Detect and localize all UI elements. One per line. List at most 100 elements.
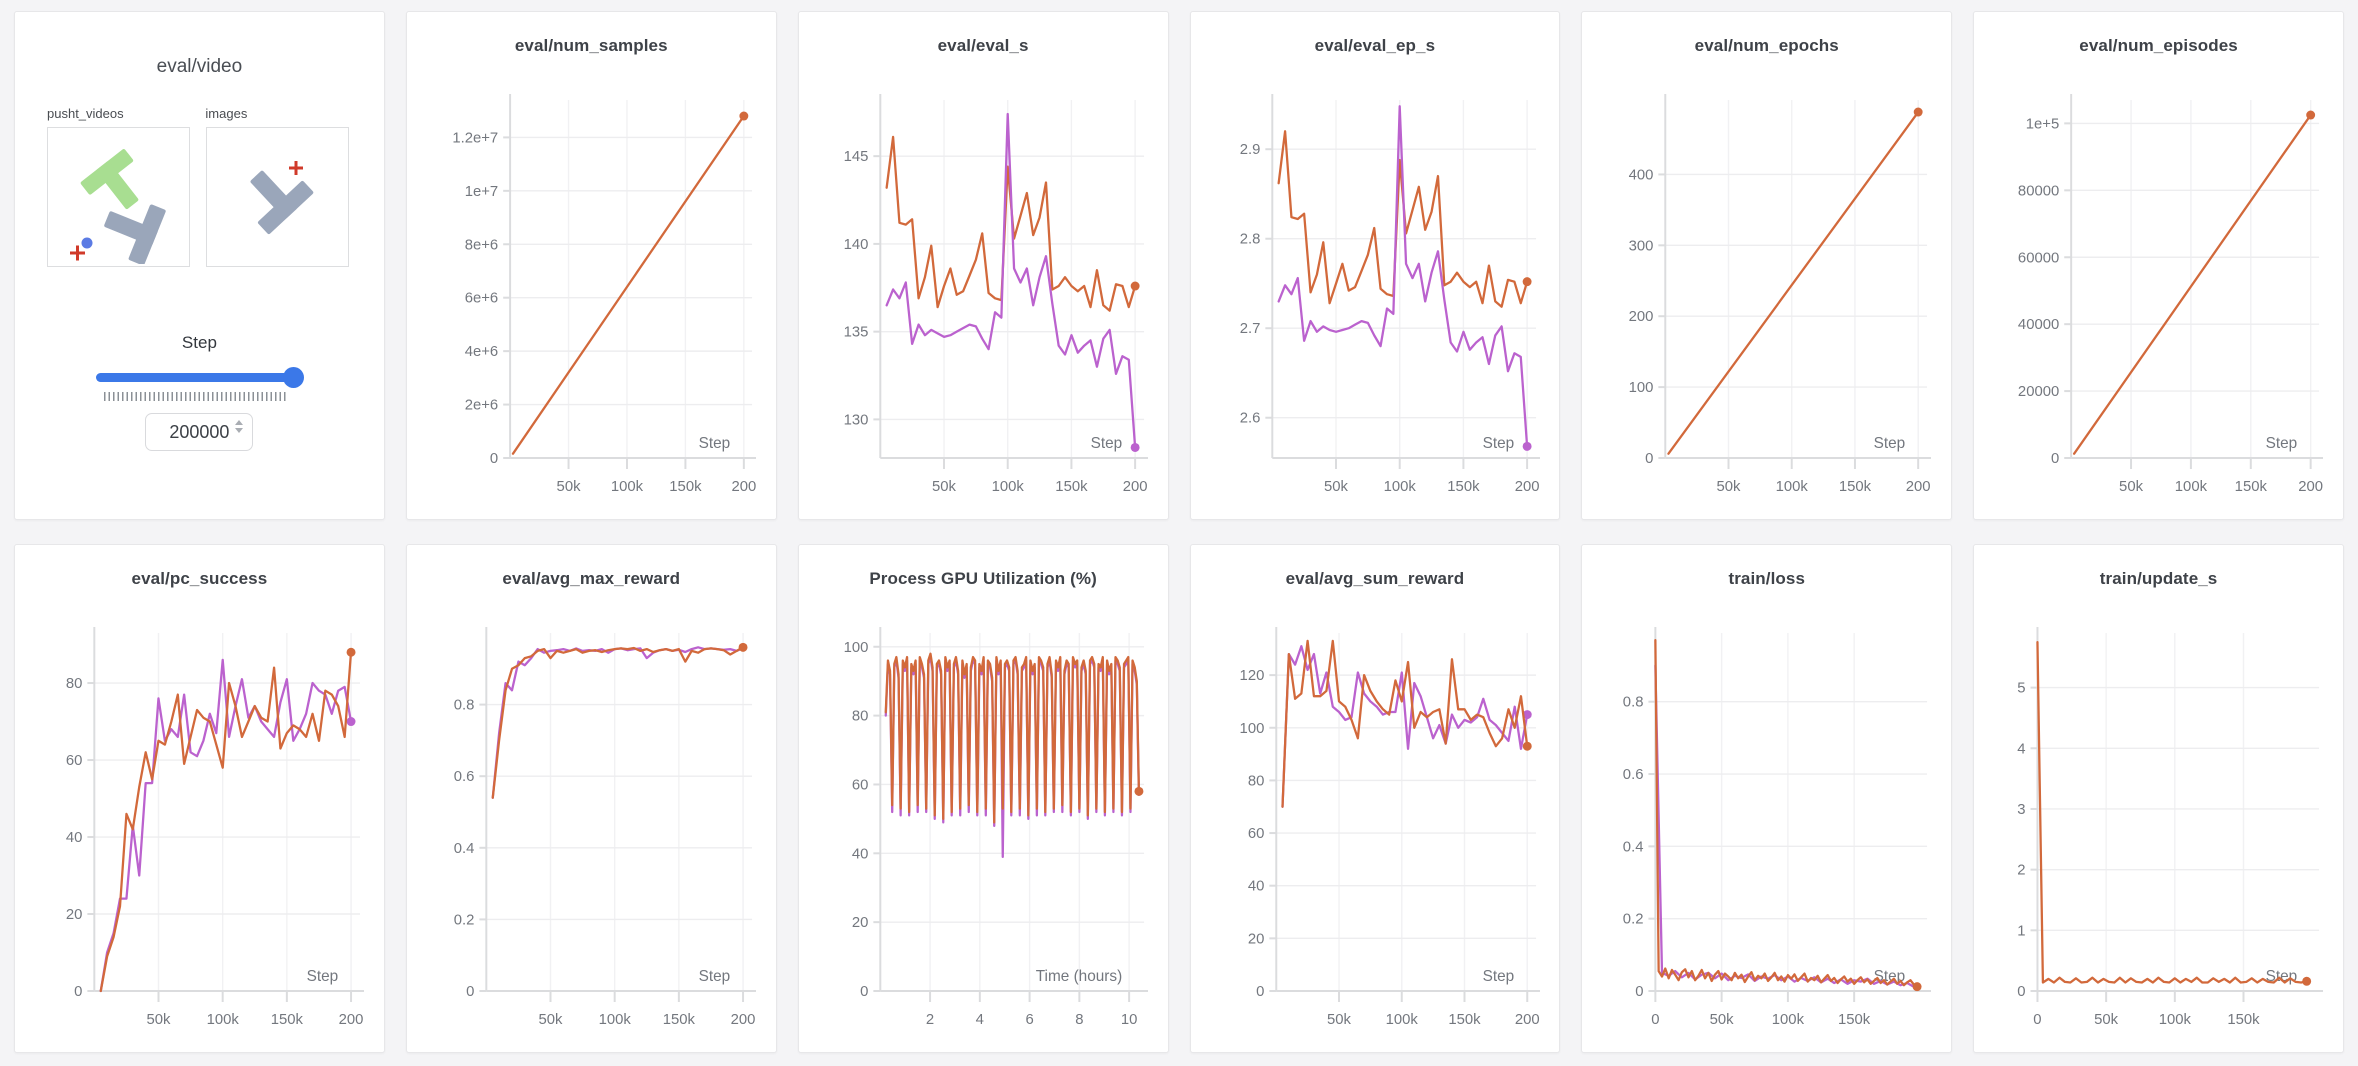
svg-text:150k: 150k xyxy=(663,1011,696,1028)
svg-text:4e+6: 4e+6 xyxy=(465,343,498,360)
svg-text:300: 300 xyxy=(1629,237,1654,254)
svg-text:100k: 100k xyxy=(611,478,644,495)
svg-text:200: 200 xyxy=(2298,478,2323,495)
target-cross-icon xyxy=(70,245,85,261)
svg-text:0.4: 0.4 xyxy=(454,840,475,857)
svg-text:100: 100 xyxy=(1629,379,1654,396)
video-thumbnail-pusht[interactable] xyxy=(47,127,190,267)
panel-eval-eval-s: eval/eval_s 130 135 140 145 50k 100k 150k 200 St… xyxy=(797,11,1169,520)
svg-text:Step: Step xyxy=(1090,435,1122,452)
panel-eval-num-epochs: eval/num_epochs 0 100 200 300 400 50k 100k 150k… xyxy=(1581,11,1953,520)
svg-text:50k: 50k xyxy=(1324,478,1348,495)
svg-text:Step: Step xyxy=(1482,435,1514,452)
svg-text:100k: 100k xyxy=(2175,478,2208,495)
chart-canvas-eval-num-episodes[interactable]: 0 20000 40000 60000 80000 1e+5 50k 100k 150k 200 S… xyxy=(1974,74,2343,506)
svg-text:40: 40 xyxy=(66,829,83,846)
svg-text:0: 0 xyxy=(1256,983,1264,1000)
svg-text:100k: 100k xyxy=(1776,478,1809,495)
svg-text:60: 60 xyxy=(852,776,869,793)
svg-text:130: 130 xyxy=(843,411,868,428)
chart-title: eval/pc_success xyxy=(131,569,268,588)
svg-text:80: 80 xyxy=(1247,772,1264,789)
stepper-down-button[interactable] xyxy=(235,428,244,433)
svg-text:20000: 20000 xyxy=(2018,383,2059,400)
svg-text:0: 0 xyxy=(74,983,82,1000)
image-thumbnail[interactable] xyxy=(206,127,349,267)
svg-text:2.8: 2.8 xyxy=(1239,231,1260,248)
svg-text:150k: 150k xyxy=(1447,478,1480,495)
step-input[interactable] xyxy=(162,420,237,444)
svg-text:150k: 150k xyxy=(2228,1011,2261,1028)
slider-handle[interactable] xyxy=(283,367,305,388)
svg-text:100k: 100k xyxy=(2159,1011,2192,1028)
svg-text:6e+6: 6e+6 xyxy=(465,290,498,307)
svg-text:2.7: 2.7 xyxy=(1239,320,1260,337)
stepper-up-button[interactable] xyxy=(235,420,244,425)
green-t-shape xyxy=(80,149,139,210)
panel-eval-pc-success: eval/pc_success 0 20 40 60 80 50k 100k 150k 200 S… xyxy=(14,544,385,1053)
chart-canvas-eval-eval-s[interactable]: 130 135 140 145 50k 100k 150k 200 Step xyxy=(799,74,1168,506)
step-stepper xyxy=(235,420,244,433)
svg-text:50k: 50k xyxy=(932,478,956,495)
step-input-box xyxy=(145,413,254,451)
thumb-label-images: images xyxy=(205,106,248,121)
svg-text:0.2: 0.2 xyxy=(1623,911,1644,928)
slider-track[interactable] xyxy=(96,373,303,382)
svg-text:2: 2 xyxy=(926,1011,934,1028)
svg-text:150k: 150k xyxy=(1838,1011,1871,1028)
svg-text:20: 20 xyxy=(852,914,869,931)
svg-text:2: 2 xyxy=(2017,862,2025,879)
svg-text:4: 4 xyxy=(975,1011,983,1028)
svg-text:40000: 40000 xyxy=(2018,316,2059,333)
chart-canvas-eval-eval-ep-s[interactable]: 2.6 2.7 2.8 2.9 50k 100k 150k 200 Step xyxy=(1191,74,1560,506)
svg-text:80: 80 xyxy=(66,675,83,692)
svg-text:0.8: 0.8 xyxy=(1623,694,1644,711)
svg-text:0: 0 xyxy=(1652,1011,1660,1028)
chart-canvas-eval-avg-max-reward[interactable]: 0 0.2 0.4 0.6 0.8 50k 100k 150k 200 Step xyxy=(407,607,776,1039)
svg-text:150k: 150k xyxy=(2235,478,2268,495)
svg-text:100k: 100k xyxy=(1385,1011,1418,1028)
svg-text:200: 200 xyxy=(731,478,756,495)
svg-text:4: 4 xyxy=(2017,740,2025,757)
step-slider[interactable] xyxy=(96,367,305,401)
svg-text:0.6: 0.6 xyxy=(454,768,475,785)
panel-process-gpu-utilization: Process GPU Utilization (%) 0 20 40 60 80 100… xyxy=(797,544,1169,1053)
target-cross-icon xyxy=(289,161,303,175)
panel-eval-avg-sum-reward: eval/avg_sum_reward 0 20 40 60 80 100 120 50k 10… xyxy=(1189,544,1561,1053)
svg-text:150k: 150k xyxy=(1055,478,1088,495)
svg-text:0.6: 0.6 xyxy=(1623,766,1644,783)
svg-text:200: 200 xyxy=(1906,478,1931,495)
svg-text:150k: 150k xyxy=(669,478,702,495)
svg-text:1e+5: 1e+5 xyxy=(2026,115,2059,132)
svg-text:150k: 150k xyxy=(1839,478,1872,495)
svg-text:200: 200 xyxy=(339,1011,364,1028)
svg-text:120: 120 xyxy=(1239,667,1264,684)
chart-canvas-eval-avg-sum-reward[interactable]: 0 20 40 60 80 100 120 50k 100k 150k 200 Step xyxy=(1191,607,1560,1039)
svg-text:100k: 100k xyxy=(207,1011,240,1028)
svg-text:400: 400 xyxy=(1629,166,1654,183)
chart-canvas-eval-num-samples[interactable]: 0 2e+6 4e+6 6e+6 8e+6 1e+7 1.2e+7 50k 100k 150k 20… xyxy=(407,74,776,506)
media-thumbnails xyxy=(15,127,384,267)
svg-text:100k: 100k xyxy=(1383,478,1416,495)
svg-text:Step: Step xyxy=(2266,435,2298,452)
svg-text:80000: 80000 xyxy=(2018,182,2059,199)
chart-canvas-eval-pc-success[interactable]: 0 20 40 60 80 50k 100k 150k 200 Step xyxy=(15,607,384,1039)
svg-text:Step: Step xyxy=(2266,968,2298,985)
thumb-label-pusht-videos: pusht_videos xyxy=(47,106,124,121)
gray-t-shape xyxy=(250,170,314,235)
svg-text:145: 145 xyxy=(843,148,868,165)
svg-text:0: 0 xyxy=(466,983,474,1000)
chart-title: eval/eval_s xyxy=(937,36,1029,55)
chart-canvas-process-gpu-utilization[interactable]: 0 20 40 60 80 100 2 4 6 8 10 Time (hours) xyxy=(799,607,1168,1039)
svg-text:200: 200 xyxy=(730,1011,755,1028)
svg-text:Step: Step xyxy=(1482,968,1514,985)
svg-text:0: 0 xyxy=(2017,983,2025,1000)
svg-text:20: 20 xyxy=(1247,930,1264,947)
slider-tick-marks xyxy=(104,392,287,401)
panel-eval-avg-max-reward: eval/avg_max_reward 0 0.2 0.4 0.6 0.8 50k 100k… xyxy=(405,544,777,1053)
svg-text:80: 80 xyxy=(852,708,869,725)
chart-canvas-train-update-s[interactable]: 0 1 2 3 4 5 0 50k 100k 150k Step xyxy=(1974,607,2343,1039)
chart-canvas-eval-num-epochs[interactable]: 0 100 200 300 400 50k 100k 150k 200 Step xyxy=(1582,74,1951,506)
